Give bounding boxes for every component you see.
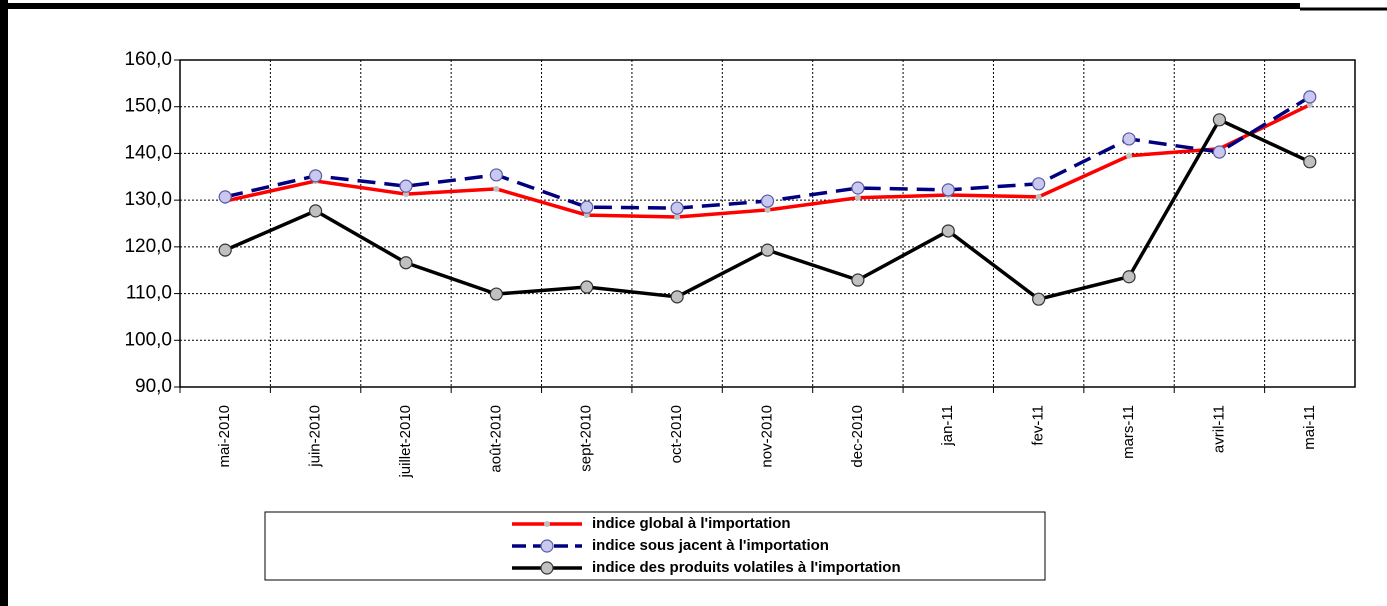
marker: [1035, 193, 1042, 200]
legend-label: indice sous jacent à l'importation: [592, 537, 829, 554]
y-tick-label: 150,0: [124, 96, 172, 117]
marker: [941, 224, 955, 238]
marker: [489, 287, 503, 301]
marker: [1212, 145, 1227, 159]
y-tick-label: 120,0: [124, 236, 172, 257]
marker: [1306, 101, 1313, 108]
marker: [399, 256, 413, 270]
y-tick-label: 90,0: [135, 376, 172, 397]
legend-box: [264, 511, 1046, 581]
marker: [764, 206, 771, 213]
marker: [218, 243, 232, 257]
marker: [1122, 132, 1136, 146]
marker: [760, 194, 775, 208]
legend-label: indice global à l'importation: [592, 515, 791, 532]
marker: [493, 185, 500, 192]
x-tick-label: mars-11: [1120, 405, 1137, 459]
marker: [851, 273, 865, 287]
marker: [1032, 177, 1046, 191]
marker: [580, 200, 594, 214]
marker: [544, 521, 550, 527]
marker: [670, 201, 684, 215]
marker: [674, 213, 681, 220]
plot-border: [179, 59, 1356, 388]
marker: [580, 280, 594, 294]
y-tick-label: 100,0: [124, 329, 172, 350]
marker: [583, 212, 590, 219]
marker: [760, 243, 775, 257]
x-tick-label: jan-11: [939, 405, 956, 447]
marker: [308, 169, 323, 183]
marker: [540, 561, 554, 575]
x-tick-label: avril-11: [1210, 405, 1227, 453]
x-tick-label: juillet-2010: [397, 405, 414, 479]
x-tick-label: mai-11: [1301, 405, 1318, 450]
x-tick-label: juin-2010: [307, 405, 324, 468]
marker: [308, 204, 323, 218]
y-tick-label: 130,0: [124, 189, 172, 210]
legend-label: indice des produits volatiles à l'import…: [592, 559, 901, 576]
marker: [399, 179, 413, 193]
marker: [851, 181, 865, 195]
marker: [489, 168, 503, 182]
x-tick-label: dec-2010: [849, 405, 866, 468]
marker: [1303, 90, 1317, 104]
marker: [1303, 155, 1317, 169]
x-tick-label: fev-11: [1030, 405, 1047, 446]
marker: [402, 191, 409, 198]
marker: [1212, 113, 1227, 127]
x-tick-label: sept-2010: [578, 405, 595, 472]
marker: [1126, 152, 1133, 159]
marker: [218, 190, 232, 204]
marker: [1032, 292, 1046, 306]
marker: [540, 539, 554, 553]
x-tick-label: oct-2010: [668, 405, 685, 463]
y-tick-label: 110,0: [126, 283, 172, 304]
marker: [941, 183, 955, 197]
marker: [854, 194, 861, 201]
marker: [670, 290, 684, 304]
x-tick-label: mai-2010: [216, 405, 233, 468]
x-tick-label: nov-2010: [758, 405, 775, 468]
y-tick-label: 140,0: [124, 142, 172, 163]
x-tick-label: août-2010: [487, 405, 504, 473]
y-tick-label: 160,0: [124, 49, 172, 70]
marker: [1122, 270, 1136, 284]
